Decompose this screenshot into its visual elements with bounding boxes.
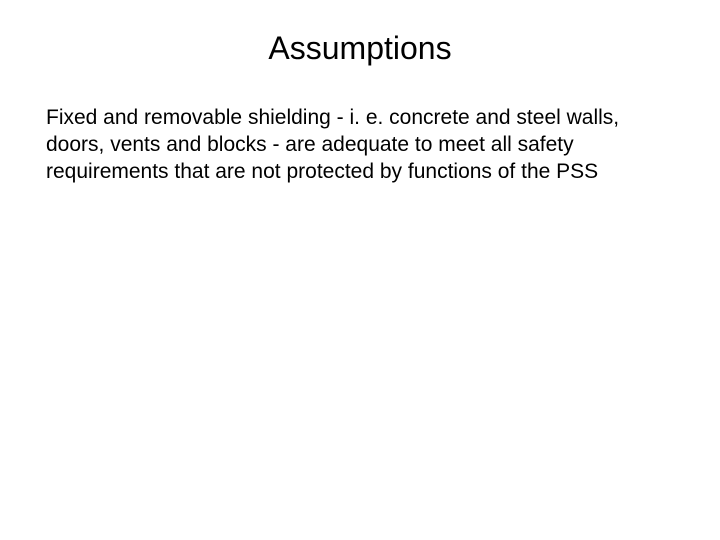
slide-body-text: Fixed and removable shielding - i. e. co… [44, 105, 676, 186]
slide-title: Assumptions [44, 30, 676, 67]
slide-container: Assumptions Fixed and removable shieldin… [0, 0, 720, 540]
